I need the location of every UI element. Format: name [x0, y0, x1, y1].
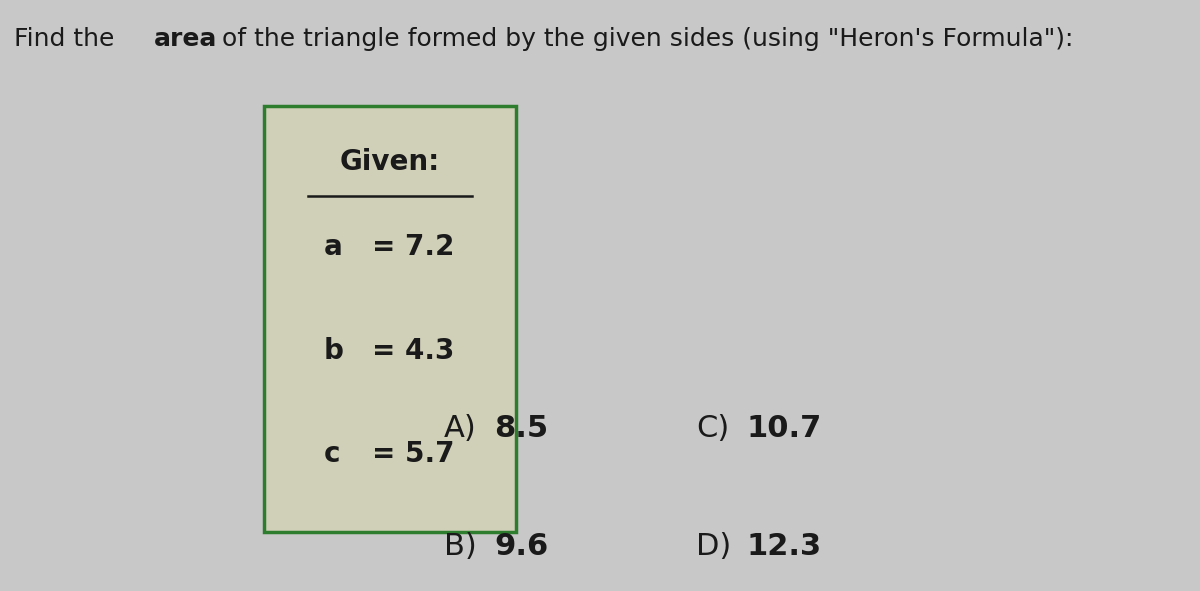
- Text: Find the: Find the: [14, 27, 122, 51]
- Text: 12.3: 12.3: [746, 532, 822, 561]
- Text: a: a: [324, 233, 343, 261]
- Text: 8.5: 8.5: [494, 414, 548, 443]
- Text: B): B): [444, 532, 476, 561]
- Text: area: area: [155, 27, 217, 51]
- Text: 10.7: 10.7: [746, 414, 822, 443]
- Text: D): D): [696, 532, 731, 561]
- Text: 9.6: 9.6: [494, 532, 548, 561]
- Text: A): A): [444, 414, 476, 443]
- Text: of the triangle formed by the given sides (using "Heron's Formula"):: of the triangle formed by the given side…: [214, 27, 1073, 51]
- Text: = 4.3: = 4.3: [372, 337, 455, 365]
- Text: Given:: Given:: [340, 148, 440, 176]
- Text: b: b: [324, 337, 344, 365]
- Text: = 7.2: = 7.2: [372, 233, 455, 261]
- Text: = 5.7: = 5.7: [372, 440, 455, 468]
- Text: c: c: [324, 440, 341, 468]
- Text: C): C): [696, 414, 730, 443]
- FancyBboxPatch shape: [264, 106, 516, 532]
